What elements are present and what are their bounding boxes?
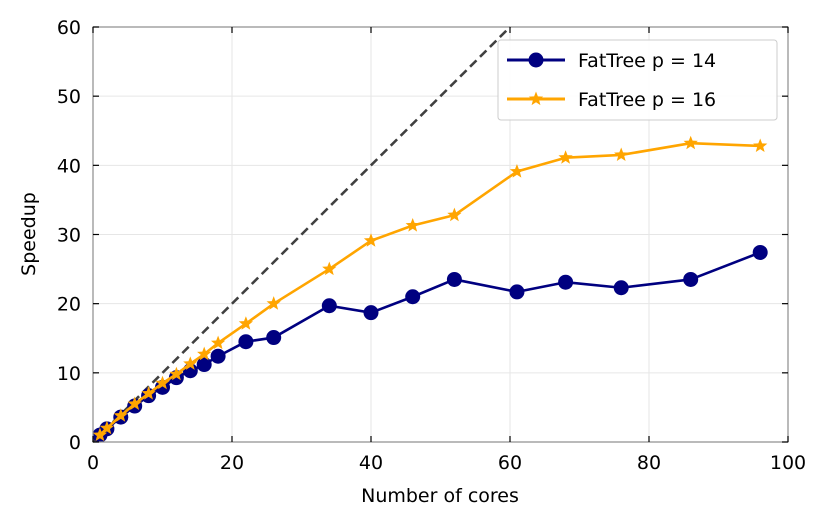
- data-point-p16: [363, 233, 379, 247]
- data-point-p16: [183, 356, 198, 370]
- data-point-p14: [266, 330, 282, 346]
- x-tick-label: 60: [498, 452, 522, 474]
- y-tick-label: 30: [57, 225, 81, 247]
- data-point-p14: [683, 271, 699, 287]
- y-tick-label: 0: [69, 432, 81, 454]
- y-tick-label: 60: [57, 17, 81, 39]
- data-point-p14: [509, 284, 525, 300]
- data-point-p16: [447, 207, 462, 222]
- data-point-p16: [683, 135, 698, 150]
- data-point-p14: [238, 334, 254, 350]
- x-axis-title: Number of cores: [361, 485, 519, 507]
- data-point-p16: [509, 164, 525, 178]
- data-point-p14: [558, 274, 574, 290]
- legend-marker-p14: [528, 52, 544, 68]
- ideal-speedup-line: [92, 26, 511, 443]
- y-tick-label: 20: [57, 294, 81, 316]
- y-tick-label: 10: [57, 363, 81, 385]
- data-point-p14: [363, 305, 379, 321]
- series-group: [92, 135, 768, 443]
- reference-line-group: [92, 26, 511, 443]
- ticks: 0 20 40 60 80 100 0 10 20 30 40 50 60: [57, 17, 806, 474]
- x-tick-label: 80: [637, 452, 661, 474]
- legend: FatTree p = 14 FatTree p = 16: [497, 39, 778, 121]
- data-point-p16: [197, 346, 212, 361]
- data-point-p14: [446, 271, 462, 287]
- data-point-p16: [141, 386, 156, 400]
- legend-box: [497, 39, 778, 121]
- data-point-p14: [752, 244, 768, 260]
- y-tick-label: 40: [57, 155, 81, 177]
- data-point-p16: [238, 316, 254, 330]
- data-point-p16: [127, 396, 142, 411]
- data-point-p14: [613, 280, 629, 296]
- legend-label-p14: FatTree p = 14: [578, 50, 716, 72]
- data-point-p16: [753, 138, 768, 153]
- data-point-p16: [558, 150, 573, 164]
- x-tick-label: 20: [220, 452, 244, 474]
- data-point-p14: [210, 348, 226, 364]
- y-tick-label: 50: [57, 86, 81, 108]
- x-tick-label: 100: [770, 452, 806, 474]
- y-axis-title: Speedup: [18, 192, 40, 276]
- data-point-p14: [196, 357, 212, 373]
- data-point-p16: [99, 420, 115, 435]
- data-point-p16: [155, 375, 170, 390]
- data-point-p16: [169, 366, 184, 381]
- x-tick-label: 0: [87, 452, 99, 474]
- data-point-p16: [322, 261, 337, 276]
- data-point-p16: [210, 335, 226, 350]
- data-point-p16: [266, 296, 281, 310]
- data-point-p14: [321, 298, 337, 314]
- data-point-p16: [92, 427, 108, 442]
- x-tick-label: 40: [359, 452, 383, 474]
- data-point-p14: [405, 289, 421, 305]
- data-point-p16: [113, 408, 128, 422]
- data-point-p16: [405, 218, 420, 232]
- data-point-p16: [614, 147, 629, 162]
- legend-marker-p16: [528, 91, 544, 106]
- legend-label-p16: FatTree p = 16: [578, 89, 716, 111]
